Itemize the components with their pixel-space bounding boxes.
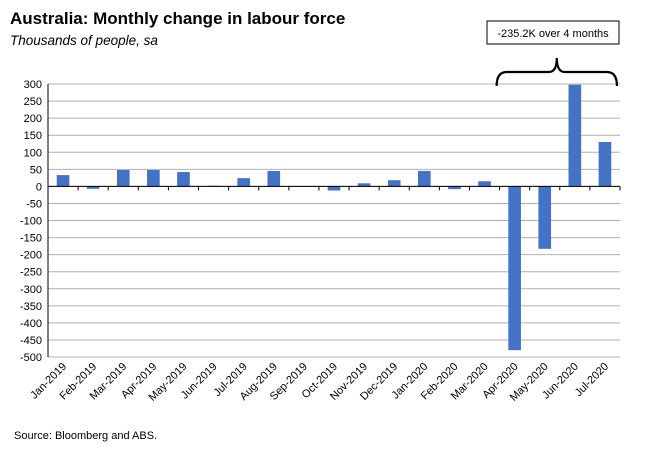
y-tick-label: -50 xyxy=(26,198,42,210)
bar xyxy=(568,84,582,187)
annotation-box xyxy=(486,20,620,45)
bars xyxy=(56,84,612,351)
bar xyxy=(448,186,461,190)
y-tick-label: -500 xyxy=(20,352,42,364)
bar xyxy=(86,186,100,189)
x-tick-label: Jul-2020 xyxy=(573,361,611,399)
y-tick-label: -350 xyxy=(20,301,42,313)
bar xyxy=(177,172,190,187)
axes xyxy=(47,84,621,357)
y-tick-label: 250 xyxy=(24,96,42,108)
y-tick-label: -450 xyxy=(20,335,42,347)
bar xyxy=(116,169,130,187)
bar xyxy=(508,186,521,351)
y-tick-label: 0 xyxy=(36,181,42,193)
y-tick-label: 200 xyxy=(24,113,42,125)
y-tick-label: 100 xyxy=(24,147,42,159)
y-tick-label: -200 xyxy=(20,250,42,262)
chart-subtitle: Thousands of people, sa xyxy=(10,33,158,48)
source-note: Source: Bloomberg and ABS. xyxy=(14,430,158,442)
bar xyxy=(56,175,70,187)
annotation-bracket xyxy=(495,57,619,87)
y-tick-label: -300 xyxy=(20,284,42,296)
y-tick-label: 150 xyxy=(24,130,42,142)
bar xyxy=(598,142,612,187)
annotation-group: -235.2K over 4 months xyxy=(486,20,620,87)
gridlines xyxy=(48,83,620,358)
y-tick-label: -100 xyxy=(20,216,42,228)
chart-title: Australia: Monthly change in labour forc… xyxy=(10,9,346,28)
bar xyxy=(267,171,281,187)
bar xyxy=(478,181,491,187)
y-tick-label: -400 xyxy=(20,318,42,330)
bar xyxy=(538,186,552,249)
annotation-label: -235.2K over 4 months xyxy=(497,28,609,40)
y-tick-label: 50 xyxy=(30,164,42,176)
bar xyxy=(147,169,160,187)
y-tick-label: 300 xyxy=(24,79,42,91)
y-tick-labels: 300 250 200 150 100 50 0 -50 -100 -150 -200 -250 -30… xyxy=(20,79,42,364)
bar xyxy=(237,178,251,187)
bar xyxy=(327,186,341,191)
x-tick-labels: Jan-2019Feb-2019Mar-2019Apr-2019May-2019… xyxy=(28,361,611,404)
y-tick-label: -150 xyxy=(20,233,42,245)
bar xyxy=(357,183,371,187)
bar xyxy=(387,180,401,187)
bar xyxy=(417,171,431,187)
y-tick-label: -250 xyxy=(20,267,42,279)
